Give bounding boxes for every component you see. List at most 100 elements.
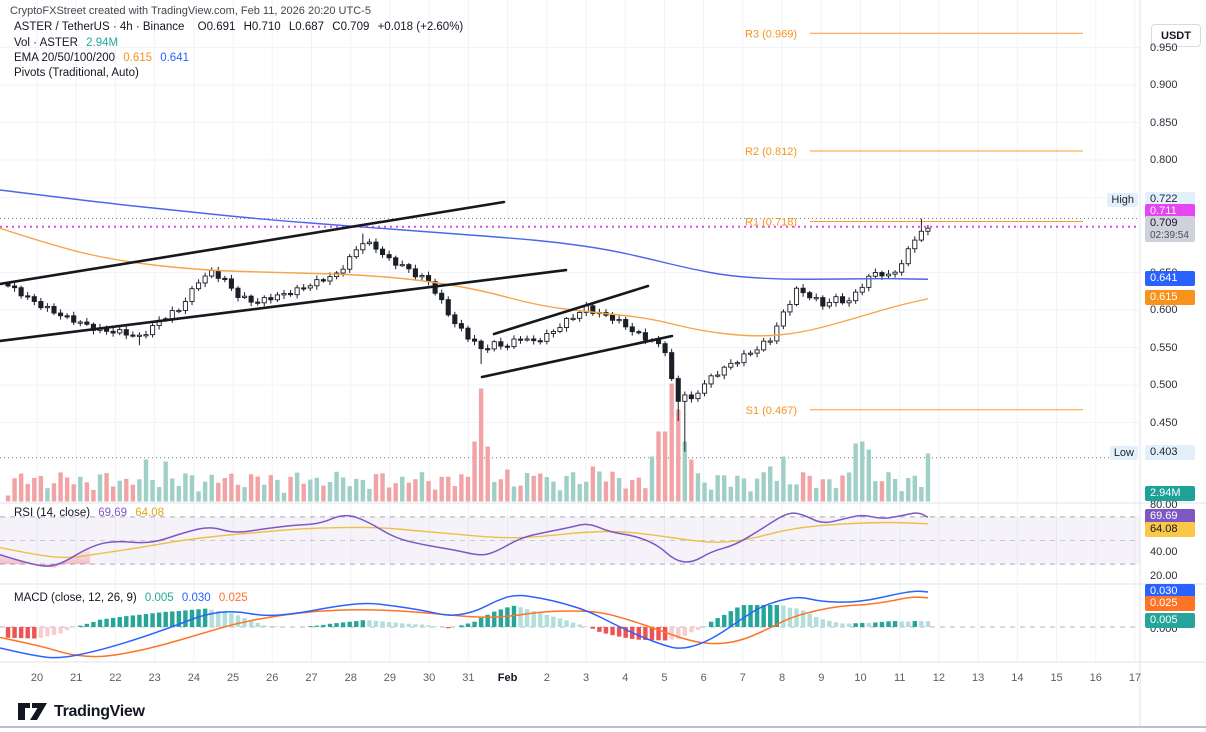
volume-bar — [544, 477, 550, 502]
volume-bar — [400, 476, 405, 502]
macd-bar — [45, 627, 50, 637]
time-label: 27 — [305, 672, 318, 684]
pivot-label: S1 (0.467) — [746, 405, 797, 417]
macd-bar — [544, 614, 550, 627]
macd-legend-row[interactable]: MACD (close, 12, 26, 9) 0.005 0.030 0.02… — [14, 592, 248, 604]
volume-bar — [800, 472, 806, 502]
macd-bar — [774, 605, 780, 627]
macd-bar — [827, 620, 832, 627]
volume-series — [5, 383, 931, 502]
macd-bar — [873, 622, 878, 627]
volume-bar — [189, 475, 195, 502]
macd-bar — [610, 627, 615, 636]
volume-bar — [156, 486, 162, 502]
macd-bar — [735, 607, 740, 627]
pivot-label: R2 (0.812) — [745, 146, 797, 158]
macd-bar — [669, 627, 674, 640]
macd-bar — [676, 627, 681, 639]
macd-bar — [170, 611, 175, 627]
macd-bar — [268, 625, 274, 627]
volume-bar — [360, 479, 366, 502]
macd-bar — [117, 617, 122, 627]
macd-bar — [130, 615, 136, 627]
price-tick: 0.850 — [1150, 116, 1178, 129]
ema-value-blue: 0.641 — [160, 52, 189, 64]
volume-bar — [413, 479, 418, 502]
currency-toggle-button[interactable]: USDT — [1151, 24, 1201, 47]
legend-pivots-row[interactable]: Pivots (Traditional, Auto) — [14, 67, 139, 79]
time-label: 10 — [854, 672, 867, 684]
macd-bar — [689, 627, 694, 633]
ohlc-open: O0.691 — [197, 21, 236, 33]
price-tick: 0.900 — [1150, 79, 1178, 91]
legend-volume-row[interactable]: Vol · ASTER 2.94M — [14, 37, 118, 49]
macd-bar — [64, 627, 70, 630]
macd-signal-line — [0, 596, 929, 658]
rsi-title: RSI (14, close) — [14, 507, 91, 519]
price-tick: 0.450 — [1150, 416, 1178, 429]
time-label: 2 — [543, 672, 550, 684]
volume-bar — [794, 484, 799, 502]
tradingview-logo[interactable]: TradingView — [18, 703, 145, 721]
volume-bar — [748, 491, 753, 502]
volume-bar — [12, 478, 17, 502]
volume-bar — [426, 481, 431, 502]
volume-bar — [150, 479, 155, 502]
macd-bar — [761, 605, 766, 627]
volume-bar — [781, 456, 786, 502]
last-price-badge: 0.709 02:39:54 — [1145, 216, 1195, 242]
macd-bar — [498, 609, 504, 627]
macd-bar — [820, 619, 826, 627]
macd-bar — [314, 625, 320, 627]
time-label: 23 — [148, 672, 161, 684]
macd-bar — [800, 610, 806, 627]
time-label: 3 — [582, 672, 590, 684]
volume-bar — [708, 489, 714, 502]
legend-symbol-row[interactable]: ASTER / TetherUS · 4h · Binance O0.691 H… — [14, 21, 463, 33]
volume-bar — [143, 459, 149, 502]
macd-bar — [32, 627, 37, 639]
volume-bar — [892, 479, 898, 502]
volume-bar — [84, 482, 90, 502]
legend-ema-row[interactable]: EMA 20/50/100/200 0.615 0.641 — [14, 52, 189, 64]
time-label: Feb — [497, 672, 518, 684]
volume-bar — [78, 476, 83, 502]
rsi-legend-row[interactable]: RSI (14, close) 69.69 64.08 — [14, 507, 164, 519]
volume-bar — [301, 483, 306, 502]
ema-orange-value-badge: 0.615 — [1145, 290, 1195, 305]
volume-bar — [761, 472, 766, 502]
volume-bar — [899, 491, 904, 502]
volume-bar — [518, 485, 523, 502]
macd-bar — [110, 617, 116, 627]
macd-bar — [84, 623, 90, 627]
volume-bar — [216, 482, 221, 502]
volume-bar — [774, 480, 780, 502]
ohlc-close: C0.709 — [332, 21, 370, 33]
macd-bar — [12, 627, 17, 638]
volume-bar — [768, 466, 773, 502]
volume-bar — [702, 482, 707, 502]
time-label: 21 — [70, 672, 83, 684]
macd-value-badge: 0.030 — [1145, 584, 1195, 599]
time-label: 25 — [226, 672, 240, 684]
volume-bar — [912, 475, 917, 502]
macd-bar — [505, 607, 510, 627]
volume-bar — [643, 488, 648, 502]
volume-bar — [610, 471, 615, 502]
macd-bar — [367, 620, 372, 627]
volume-bar — [754, 478, 760, 502]
volume-bar — [866, 449, 872, 502]
volume-bar — [846, 472, 852, 502]
volume-bar — [577, 484, 582, 502]
volume-bar — [340, 477, 346, 502]
macd-bar — [354, 621, 359, 627]
volume-bar — [281, 492, 287, 502]
time-label: 16 — [1089, 672, 1102, 684]
macd-bar — [636, 627, 642, 640]
macd-bar — [380, 621, 385, 627]
volume-bar — [38, 475, 44, 502]
macd-bar — [137, 614, 142, 627]
volume-bar — [275, 479, 280, 502]
